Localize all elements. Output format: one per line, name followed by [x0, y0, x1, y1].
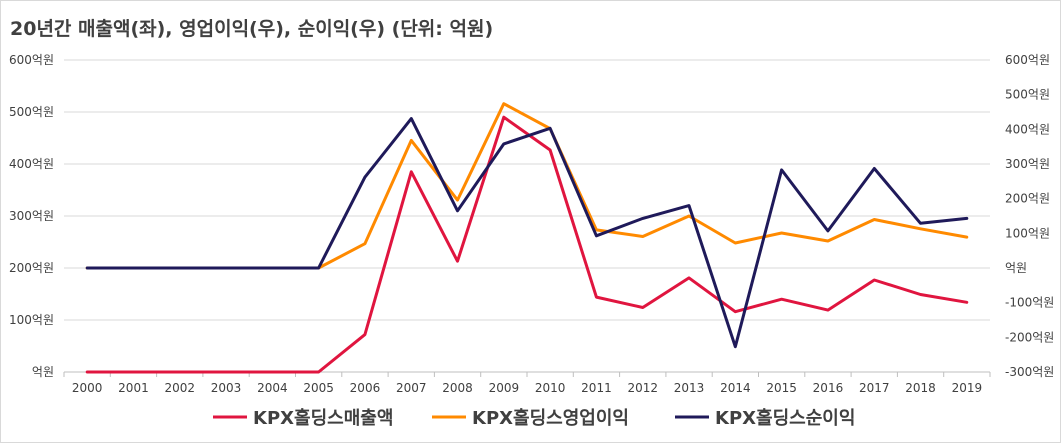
- legend-label: KPX홀딩스순이익: [715, 407, 855, 429]
- legend-label: KPX홀딩스매출액: [253, 407, 393, 429]
- series-line: [85, 115, 969, 374]
- left-axis-ticks: 억원 100억원 200억원 300억원 400억원 500억원 600억원: [9, 53, 54, 379]
- right-tick-label: 400억원: [1005, 122, 1050, 136]
- right-tick-label: 300억원: [1005, 157, 1050, 171]
- legend: KPX홀딩스매출액 KPX홀딩스영업이익 KPX홀딩스순이익: [213, 407, 855, 429]
- left-tick-label: 500억원: [9, 105, 54, 119]
- left-tick-label: 200억원: [9, 261, 54, 275]
- legend-item: KPX홀딩스순이익: [675, 407, 855, 429]
- series-line: [85, 102, 969, 270]
- right-tick-label: 억원: [1005, 261, 1027, 275]
- x-axis-ticks: 2000 2001 2002 2003 2004 2005 2006 2007 2008 2009…: [63, 372, 991, 395]
- x-tick-label: 2003: [211, 381, 242, 395]
- x-tick-label: 2006: [350, 381, 381, 395]
- left-tick-label: 400억원: [9, 157, 54, 171]
- x-tick-label: 2011: [581, 381, 612, 395]
- right-tick-label: -300억원: [1005, 365, 1054, 379]
- x-tick-label: 2008: [442, 381, 473, 395]
- right-tick-label: 600억원: [1005, 53, 1050, 67]
- x-tick-label: 2002: [164, 381, 195, 395]
- series-line: [85, 117, 969, 349]
- legend-item: KPX홀딩스매출액: [213, 407, 393, 429]
- x-tick-label: 2014: [720, 381, 751, 395]
- gridlines: [64, 59, 990, 373]
- right-tick-label: 100억원: [1005, 226, 1050, 240]
- left-tick-label: 300억원: [9, 209, 54, 223]
- left-tick-label: 100억원: [9, 313, 54, 327]
- right-tick-label: -100억원: [1005, 296, 1054, 310]
- x-tick-label: 2010: [535, 381, 566, 395]
- x-tick-label: 2000: [72, 381, 103, 395]
- x-tick-label: 2019: [952, 381, 983, 395]
- legend-label: KPX홀딩스영업이익: [472, 407, 629, 429]
- chart-title: 20년간 매출액(좌), 영업이익(우), 순이익(우) (단위: 억원): [10, 18, 494, 40]
- series-lines: [85, 102, 969, 374]
- right-tick-label: 200억원: [1005, 192, 1050, 206]
- x-tick-label: 2015: [766, 381, 797, 395]
- x-tick-label: 2016: [813, 381, 844, 395]
- x-tick-label: 2013: [674, 381, 705, 395]
- legend-item: KPX홀딩스영업이익: [432, 407, 629, 429]
- right-tick-label: 500억원: [1005, 88, 1050, 102]
- x-tick-label: 2017: [859, 381, 890, 395]
- left-tick-label: 억원: [32, 365, 54, 379]
- x-tick-label: 2001: [118, 381, 149, 395]
- x-tick-label: 2018: [905, 381, 936, 395]
- left-tick-label: 600억원: [9, 53, 54, 67]
- x-tick-label: 2005: [303, 381, 334, 395]
- x-tick-label: 2009: [489, 381, 520, 395]
- x-tick-label: 2012: [627, 381, 658, 395]
- right-tick-label: -200억원: [1005, 330, 1054, 344]
- x-tick-label: 2007: [396, 381, 427, 395]
- x-tick-label: 2004: [257, 381, 288, 395]
- right-axis-ticks: -300억원 -200억원 -100억원 억원 100억원 200억원 300억원 400억원…: [1005, 53, 1054, 379]
